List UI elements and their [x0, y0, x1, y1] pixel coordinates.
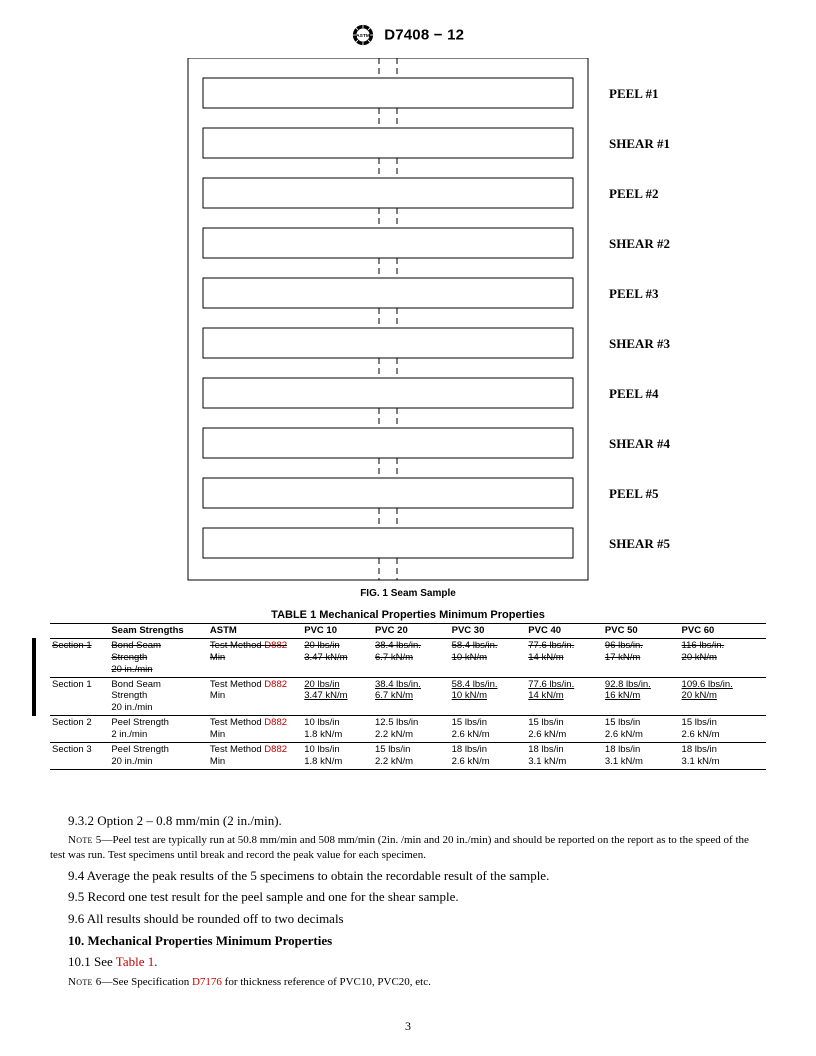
body-text: 9.3.2 Option 2 – 0.8 mm/min (2 in./min).… [50, 812, 766, 990]
svg-text:PEEL #4: PEEL #4 [609, 386, 659, 401]
table-cell: 18 lbs/in3.1 kN/m [603, 742, 680, 769]
table-cell: 38.4 lbs/in.6.7 kN/m [373, 638, 450, 677]
table-cell: Test Method D882Min [208, 716, 302, 743]
svg-text:SHEAR #3: SHEAR #3 [609, 336, 671, 351]
table-cell: 15 lbs/in2.6 kN/m [680, 716, 766, 743]
svg-text:ASTM: ASTM [356, 33, 370, 39]
table-header: PVC 10 [302, 624, 373, 639]
para-9-3-2: 9.3.2 Option 2 – 0.8 mm/min (2 in./min). [50, 812, 766, 830]
table-cell: Peel Strength20 in./min [109, 742, 208, 769]
table-cell: 77.6 lbs/in.14 kN/m [526, 677, 603, 716]
table-cell: Section 2 [50, 716, 109, 743]
doc-header: ASTM D7408 − 12 [50, 24, 766, 46]
table-cell: 92.8 lbs/in.16 kN/m [603, 677, 680, 716]
table-cell: 15 lbs/in2.2 kN/m [373, 742, 450, 769]
change-bar [32, 638, 36, 715]
table-cell: 12.5 lbs/in2.2 kN/m [373, 716, 450, 743]
table-cell: Section 1 [50, 677, 109, 716]
svg-text:SHEAR #2: SHEAR #2 [609, 236, 670, 251]
table-title: TABLE 1 Mechanical Properties Minimum Pr… [50, 609, 766, 621]
table-cell: 15 lbs/in2.6 kN/m [603, 716, 680, 743]
table-cell: 15 lbs/in2.6 kN/m [450, 716, 527, 743]
note-5-label: Note 5 [68, 834, 102, 846]
table-cell: 15 lbs/in2.6 kN/m [526, 716, 603, 743]
heading-10: 10. Mechanical Properties Minimum Proper… [50, 932, 766, 950]
table-cell: 18 lbs/in2.6 kN/m [450, 742, 527, 769]
table-cell: Bond SeamStrength20 in./min [109, 677, 208, 716]
note-5: Note 5—Peel test are typically run at 50… [50, 833, 766, 863]
svg-text:PEEL #2: PEEL #2 [609, 186, 659, 201]
table-1-ref: Table 1 [116, 954, 154, 969]
note-6-post: for thickness reference of PVC10, PVC20,… [222, 976, 431, 988]
svg-text:SHEAR #4: SHEAR #4 [609, 436, 671, 451]
svg-text:PEEL #5: PEEL #5 [609, 486, 659, 501]
table-cell: Test Method D882Min [208, 638, 302, 677]
table-header: Seam Strengths [109, 624, 208, 639]
para-10-1-pre: 10.1 See [68, 954, 116, 969]
table-cell: 38.4 lbs/in.6.7 kN/m [373, 677, 450, 716]
properties-table: Seam StrengthsASTMPVC 10PVC 20PVC 30PVC … [50, 623, 766, 770]
table-header: PVC 30 [450, 624, 527, 639]
table-cell: 77.6 lbs/in.14 kN/m [526, 638, 603, 677]
table-header: PVC 60 [680, 624, 766, 639]
svg-text:PEEL #3: PEEL #3 [609, 286, 659, 301]
table-header: PVC 20 [373, 624, 450, 639]
note-6-pre: —See Specification [102, 976, 192, 988]
doc-designation: D7408 − 12 [384, 27, 464, 44]
para-10-1-post: . [154, 954, 157, 969]
table-cell: 96 lbs/in.17 kN/m [603, 638, 680, 677]
astm-logo-icon: ASTM [352, 24, 374, 46]
svg-text:SHEAR #1: SHEAR #1 [609, 136, 670, 151]
svg-text:PEEL #1: PEEL #1 [609, 86, 659, 101]
table-cell: Section 3 [50, 742, 109, 769]
table-cell: Bond SeamStrength20 in./min [109, 638, 208, 677]
table-header: PVC 40 [526, 624, 603, 639]
table-cell: 20 lbs/in3.47 kN/m [302, 677, 373, 716]
svg-text:SHEAR #5: SHEAR #5 [609, 536, 671, 551]
table-header [50, 624, 109, 639]
table-cell: 109.6 lbs/in.20 kN/m [680, 677, 766, 716]
table-cell: 116 lbs/in.20 kN/m [680, 638, 766, 677]
note-6-label: Note 6 [68, 976, 102, 988]
table-cell: 58.4 lbs/in.10 kN/m [450, 677, 527, 716]
table-cell: Test Method D882Min [208, 742, 302, 769]
table-cell: 20 lbs/in3.47 kN/m [302, 638, 373, 677]
figure-1: PEEL #1 SHEAR #1 PEEL #2 SHEAR #2 PEEL #3 SHE… [50, 58, 766, 582]
d7176-ref: D7176 [192, 976, 222, 988]
table-cell: 18 lbs/in3.1 kN/m [526, 742, 603, 769]
para-9-6: 9.6 All results should be rounded off to… [50, 910, 766, 928]
para-9-4: 9.4 Average the peak results of the 5 sp… [50, 867, 766, 885]
table-cell: 10 lbs/in1.8 kN/m [302, 716, 373, 743]
table-header: ASTM [208, 624, 302, 639]
table-cell: Peel Strength2 in./min [109, 716, 208, 743]
table-cell: 58.4 lbs/in.10 kN/m [450, 638, 527, 677]
para-9-5: 9.5 Record one test result for the peel … [50, 888, 766, 906]
note-6: Note 6—See Specification D7176 for thick… [50, 975, 766, 990]
figure-caption: FIG. 1 Seam Sample [50, 588, 766, 599]
table-cell: Section 1 [50, 638, 109, 677]
table-header: PVC 50 [603, 624, 680, 639]
page-number: 3 [0, 1019, 816, 1034]
table-cell: Test Method D882Min [208, 677, 302, 716]
para-10-1: 10.1 See Table 1. [50, 953, 766, 971]
table-cell: 10 lbs/in1.8 kN/m [302, 742, 373, 769]
table-cell: 18 lbs/in3.1 kN/m [680, 742, 766, 769]
note-5-text: —Peel test are typically run at 50.8 mm/… [50, 834, 749, 861]
